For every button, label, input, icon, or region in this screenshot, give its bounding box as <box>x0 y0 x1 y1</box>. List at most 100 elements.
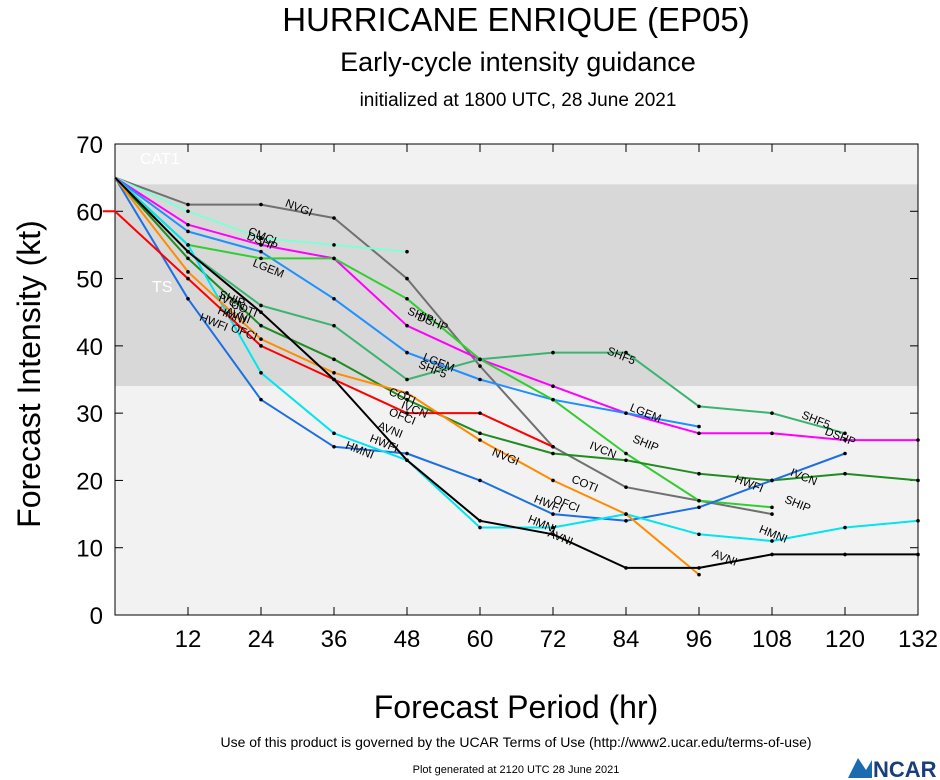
x-tick-label: 60 <box>467 626 494 653</box>
series-point-lgem <box>186 229 190 234</box>
series-point-shf5 <box>624 350 628 355</box>
series-point-hwfi <box>770 478 774 483</box>
series-point-avni <box>770 552 774 557</box>
series-hwfi <box>114 177 847 523</box>
series-lgem <box>114 176 701 429</box>
series-point-dshp <box>259 243 263 247</box>
series-point-cmci <box>259 236 263 240</box>
series-point-avni <box>186 249 190 254</box>
series-line-dshp <box>114 176 918 442</box>
series-line-ivcn <box>114 176 919 482</box>
series-point-ivcn <box>332 357 336 362</box>
series-line-coti <box>102 210 554 448</box>
x-tick-label: 96 <box>686 626 713 653</box>
series-point-ivcn <box>697 471 701 476</box>
x-tick-label: 84 <box>613 626 640 653</box>
chart-subtitle: Early-cycle intensity guidance <box>340 47 696 77</box>
series-point-hwfi <box>697 505 701 510</box>
series-point-avni <box>259 310 263 315</box>
series-point-nvgi <box>624 485 628 489</box>
x-tick-label: 108 <box>752 626 792 653</box>
series-point-shf5 <box>551 350 555 355</box>
series-point-ivcn <box>405 397 409 402</box>
x-tick-label: 120 <box>825 626 865 653</box>
series-point-nvgi <box>770 512 774 516</box>
series-point-dshp <box>843 438 847 442</box>
series-point-ofci <box>697 572 701 577</box>
series-point-dshp <box>405 323 409 328</box>
x-tick-label: 24 <box>248 626 275 653</box>
series-point-nvgi <box>478 364 482 368</box>
series-point-hmni <box>770 539 774 543</box>
y-tick-label: 40 <box>76 334 103 361</box>
x-tick-label: 72 <box>540 626 567 653</box>
series-point-ivcn <box>916 478 920 483</box>
tick-labels: 12 24 36 48 60 72 84 96 108 120 132 0 10 20 30 40 50 60 70 <box>76 132 938 653</box>
series-point-cmci <box>186 209 190 214</box>
series-point-hmni <box>332 431 336 436</box>
y-tick-label: 50 <box>76 267 103 294</box>
series-point-ship <box>551 397 555 402</box>
series-point-ofci <box>551 478 555 483</box>
band-cat1 <box>115 144 918 185</box>
series-point-coti <box>551 444 555 449</box>
x-axis-label: Forecast Period (hr) <box>374 689 659 725</box>
series-point-ofci <box>478 438 482 442</box>
series-shf5 <box>114 176 847 436</box>
series-point-shf5 <box>843 431 847 436</box>
series-point-hwfi <box>332 444 336 449</box>
series-point-ship <box>770 505 774 510</box>
plot-frame <box>114 143 919 616</box>
series-line-ship <box>114 176 773 509</box>
x-tick-label: 12 <box>175 626 202 653</box>
ncar-logo-mark <box>848 758 872 778</box>
series-point-dshp <box>916 438 920 442</box>
generated-timestamp: Plot generated at 2120 UTC 28 June 2021 <box>413 764 620 776</box>
series-point-hmni <box>259 370 263 375</box>
band-label-cat1: CAT1 <box>140 151 180 168</box>
series-point-hmni <box>843 525 847 530</box>
series-point-hwfi <box>259 397 263 402</box>
series-point-ofci <box>332 370 336 375</box>
series-point-coti <box>405 411 409 415</box>
series-point-ofci <box>405 391 409 395</box>
series-point-ivcn <box>624 458 628 463</box>
y-tick-label: 30 <box>76 401 103 428</box>
series-point-cmci <box>332 243 336 247</box>
series-point-ship <box>697 498 701 503</box>
x-tick-label: 48 <box>394 626 421 653</box>
y-tick-label: 70 <box>76 132 103 159</box>
terms-of-use: Use of this product is governed by the U… <box>220 734 811 750</box>
series-point-hwfi <box>405 451 409 456</box>
series-point-hmni <box>186 243 190 247</box>
chart-initialized: initialized at 1800 UTC, 28 June 2021 <box>360 90 677 111</box>
series-point-ofci <box>624 512 628 516</box>
series-point-dshp <box>186 222 190 227</box>
series-avni <box>114 176 920 570</box>
series-point-avni <box>405 458 409 463</box>
series-point-hwfi <box>624 519 628 523</box>
series-point-coti <box>478 411 482 415</box>
series-point-shf5 <box>405 377 409 382</box>
series-point-cmci <box>405 249 409 254</box>
y-tick-label: 20 <box>76 468 103 495</box>
series-point-ship <box>259 256 263 261</box>
series-point-nvgi <box>332 216 336 220</box>
series-point-hwfi <box>186 296 190 301</box>
series-point-nvgi <box>405 276 409 281</box>
series-point-avni <box>624 566 628 570</box>
x-tick-label: 132 <box>898 626 938 653</box>
series-point-ivcn <box>259 323 263 328</box>
series-point-ivcn <box>478 431 482 436</box>
series-point-avni <box>843 552 847 557</box>
series-point-nvgi <box>186 202 190 207</box>
series-point-ivcn <box>551 451 555 456</box>
series-point-ivcn <box>186 256 190 261</box>
ncar-logo-text: NCAR <box>873 757 937 780</box>
series-point-ivcn <box>843 471 847 476</box>
series-point-hwfi <box>843 451 847 456</box>
series-point-shf5 <box>259 303 263 308</box>
series-point-ofci <box>259 337 263 341</box>
series-point-lgem <box>478 377 482 382</box>
series-point-hwfi <box>551 512 555 516</box>
